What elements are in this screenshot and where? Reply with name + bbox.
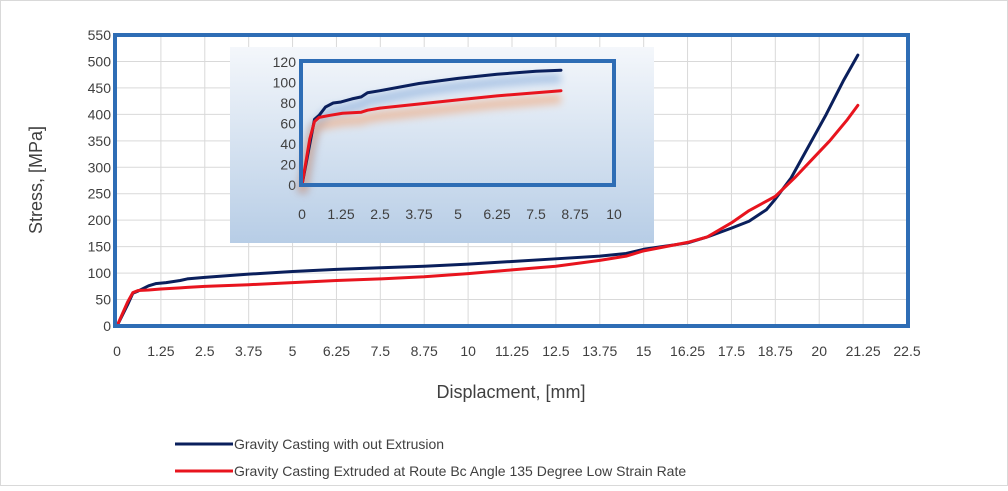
- main-x-tick-label: 18.75: [758, 343, 793, 359]
- main-x-tick-label: 22.5: [893, 343, 920, 359]
- inset-series-1-glow: [297, 93, 562, 194]
- main-y-tick-label: 100: [88, 265, 112, 281]
- main-x-tick-label: 2.5: [195, 343, 215, 359]
- inset-series-0-line: [300, 68, 563, 187]
- main-x-tick-label: 20: [811, 343, 827, 359]
- x-axis-title: Displacment, [mm]: [436, 382, 585, 402]
- inset-x-tick-label: 6.25: [483, 206, 510, 222]
- main-y-tick-label: 150: [88, 239, 112, 255]
- main-y-tick-label: 350: [88, 133, 112, 149]
- main-x-tick-label: 12.5: [542, 343, 569, 359]
- main-series-1-line: [115, 103, 860, 328]
- main-x-tick-label: 6.25: [323, 343, 350, 359]
- main-x-tick-label: 16.25: [670, 343, 705, 359]
- main-y-tick-label: 300: [88, 159, 112, 175]
- main-series-0-line: [115, 53, 860, 328]
- legend-label-extruded: Gravity Casting Extruded at Route Bc Ang…: [234, 463, 686, 479]
- inset-y-tick-label: 40: [280, 136, 296, 152]
- inset-y-tick-label: 120: [273, 54, 297, 70]
- main-y-tick-label: 200: [88, 212, 112, 228]
- main-x-tick-label: 21.25: [846, 343, 881, 359]
- main-y-tick-label: 550: [88, 27, 112, 43]
- main-x-tick-label: 0: [113, 343, 121, 359]
- main-y-tick-label: 0: [103, 318, 111, 334]
- inset-y-tick-label: 20: [280, 157, 296, 173]
- main-series-lines: [115, 53, 860, 328]
- inset-y-tick-label: 80: [280, 95, 296, 111]
- legend-label-gravity-casting: Gravity Casting with out Extrusion: [234, 436, 444, 452]
- inset-series-lines: [300, 68, 563, 187]
- inset-plot-border: [299, 59, 616, 187]
- main-y-tick-label: 250: [88, 186, 112, 202]
- main-x-tick-label: 8.75: [411, 343, 438, 359]
- main-x-tick-label: 5: [289, 343, 297, 359]
- legend: Gravity Casting with out Extrusion Gravi…: [175, 436, 686, 479]
- main-x-tick-label: 10: [460, 343, 476, 359]
- main-x-tick-label: 17.5: [718, 343, 745, 359]
- inset-x-tick-label: 8.75: [561, 206, 588, 222]
- inset-y-tick-label: 0: [288, 177, 296, 193]
- main-x-tick-label: 7.5: [371, 343, 391, 359]
- inset-x-tick-label: 1.25: [327, 206, 354, 222]
- inset-x-tick-label: 2.5: [370, 206, 390, 222]
- inset-x-tick-label: 0: [298, 206, 306, 222]
- inset-chart: 0 20 40 60 80 100 120 0 1.25 2.5 3.75 5 6.25 7.5 8.75 1…: [230, 47, 654, 243]
- main-plot-border: [113, 33, 910, 328]
- inset-x-tick-label: 7.5: [526, 206, 546, 222]
- main-x-tick-label: 3.75: [235, 343, 262, 359]
- inset-tick-labels: 0 20 40 60 80 100 120 0 1.25 2.5 3.75 5 6.25 7.5 8.75 1…: [273, 54, 622, 222]
- inset-x-tick-label: 5: [454, 206, 462, 222]
- inset-x-tick-label: 10: [606, 206, 622, 222]
- main-x-tick-label: 1.25: [147, 343, 174, 359]
- main-y-tick-label: 450: [88, 80, 112, 96]
- inset-series-1-line: [300, 89, 563, 187]
- y-axis-title: Stress, [MPa]: [26, 126, 46, 234]
- main-x-tick-label: 13.75: [582, 343, 617, 359]
- main-y-tick-label: 50: [95, 292, 111, 308]
- main-y-tick-label: 400: [88, 106, 112, 122]
- inset-x-tick-label: 3.75: [405, 206, 432, 222]
- inset-y-tick-label: 100: [273, 75, 297, 91]
- main-x-tick-label: 11.25: [495, 343, 529, 359]
- inset-series-glow: [297, 73, 562, 194]
- main-y-tick-label: 500: [88, 53, 112, 69]
- main-x-tick-label: 15: [636, 343, 652, 359]
- inset-y-tick-label: 60: [280, 116, 296, 132]
